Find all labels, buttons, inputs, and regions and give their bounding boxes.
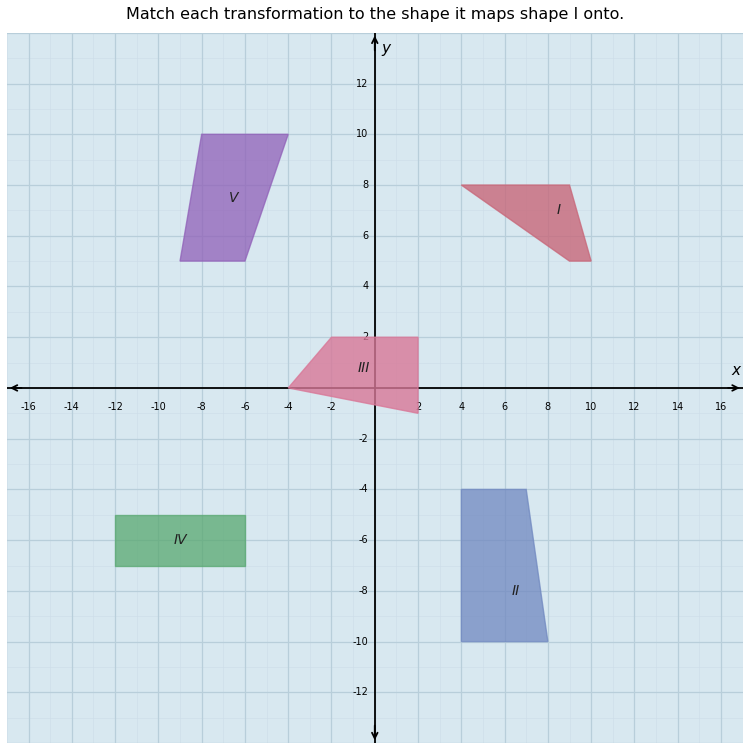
- Text: -14: -14: [64, 402, 80, 412]
- Polygon shape: [116, 514, 245, 566]
- Text: -10: -10: [151, 402, 166, 412]
- Text: 2: 2: [415, 402, 422, 412]
- Title: Match each transformation to the shape it maps shape I onto.: Match each transformation to the shape i…: [126, 7, 624, 22]
- Text: -12: -12: [352, 687, 368, 698]
- Text: -4: -4: [358, 484, 368, 494]
- Text: -10: -10: [352, 637, 368, 646]
- Text: -4: -4: [284, 402, 293, 412]
- Polygon shape: [180, 134, 288, 261]
- Text: 2: 2: [362, 332, 368, 342]
- Text: 6: 6: [502, 402, 508, 412]
- Text: IV: IV: [173, 533, 187, 548]
- Text: 6: 6: [362, 231, 368, 241]
- Text: 14: 14: [671, 402, 684, 412]
- Text: 4: 4: [362, 281, 368, 292]
- Text: y: y: [381, 41, 390, 56]
- Text: -6: -6: [358, 536, 368, 545]
- Text: -16: -16: [21, 402, 37, 412]
- Text: -8: -8: [196, 402, 206, 412]
- Text: III: III: [358, 361, 370, 375]
- Text: 8: 8: [362, 180, 368, 190]
- Text: -8: -8: [358, 586, 368, 596]
- Text: 12: 12: [628, 402, 640, 412]
- Text: -6: -6: [240, 402, 250, 412]
- Text: I: I: [556, 203, 561, 217]
- Text: 12: 12: [356, 79, 368, 88]
- Polygon shape: [461, 185, 591, 261]
- Polygon shape: [461, 490, 548, 641]
- Polygon shape: [288, 338, 418, 413]
- Text: II: II: [512, 584, 520, 598]
- Text: V: V: [230, 190, 239, 205]
- Text: -2: -2: [326, 402, 336, 412]
- Text: -2: -2: [358, 433, 368, 444]
- Text: -12: -12: [107, 402, 123, 412]
- Text: 16: 16: [715, 402, 727, 412]
- Text: 4: 4: [458, 402, 464, 412]
- Text: x: x: [732, 363, 741, 378]
- Text: 10: 10: [585, 402, 597, 412]
- Text: 10: 10: [356, 129, 368, 140]
- Text: 8: 8: [544, 402, 551, 412]
